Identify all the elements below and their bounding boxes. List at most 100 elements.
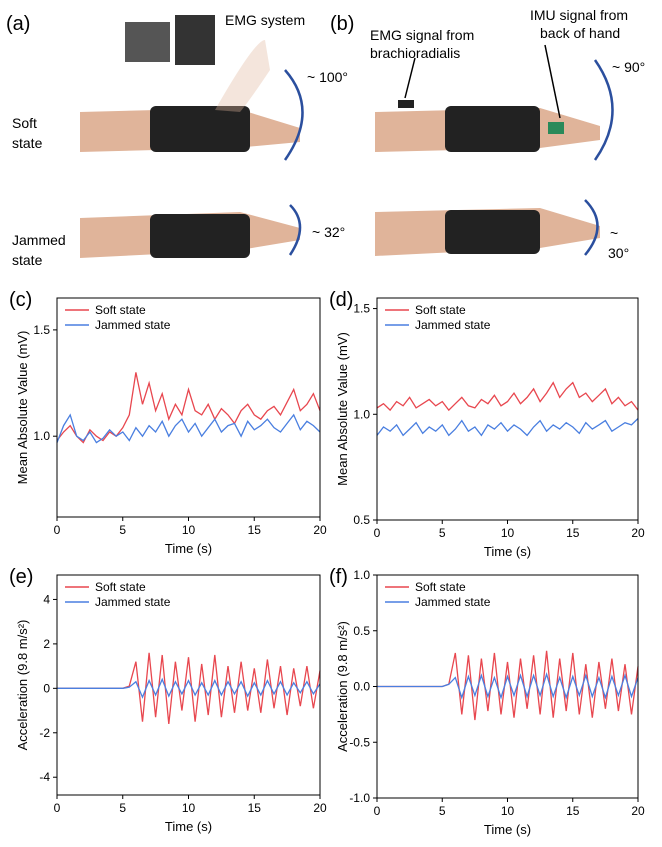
annotation: EMG system — [225, 12, 305, 28]
series-line — [376, 381, 639, 412]
legend-label: Jammed state — [415, 595, 491, 609]
series-line — [376, 418, 639, 437]
annotation: Jammed — [12, 232, 66, 248]
annotation: back of hand — [540, 25, 620, 41]
x-tick-label: 5 — [119, 801, 126, 815]
legend-label: Jammed state — [95, 318, 171, 332]
y-tick-label: 2 — [43, 637, 50, 651]
annotation: ~ — [610, 225, 618, 241]
brace — [445, 210, 540, 254]
x-axis-label: Time (s) — [165, 819, 212, 834]
x-axis-label: Time (s) — [165, 541, 212, 556]
panel-label: (a) — [6, 13, 30, 35]
x-tick-label: 15 — [248, 801, 262, 815]
y-tick-label: 1.0 — [33, 429, 50, 443]
series-line — [56, 413, 321, 444]
arc-arrow — [584, 199, 599, 256]
x-tick-label: 0 — [374, 526, 381, 540]
legend-label: Soft state — [415, 580, 466, 594]
y-tick-label: -1.0 — [349, 791, 370, 805]
series-line — [377, 671, 639, 700]
annotation: state — [12, 135, 43, 151]
x-tick-label: 15 — [248, 523, 262, 537]
x-tick-label: 10 — [501, 804, 515, 818]
x-axis-label: Time (s) — [484, 544, 531, 559]
y-tick-label: 1.0 — [353, 407, 370, 421]
y-tick-label: 0 — [43, 681, 50, 695]
brace — [150, 106, 250, 152]
y-axis-label: Mean Absolute Value (mV) — [335, 332, 350, 486]
y-tick-label: -0.5 — [349, 735, 370, 749]
panel-label: (d) — [329, 289, 353, 311]
panel-label: (e) — [9, 566, 33, 588]
pointer — [544, 44, 561, 119]
annotation: state — [12, 252, 43, 268]
annotation: Soft — [12, 115, 37, 131]
chart: 0 5 10 15 20 -4 -2 0 2 4 Time (s) Acceleration (9.8… — [9, 566, 327, 834]
y-tick-label: 0.5 — [353, 513, 370, 527]
panel-label: (f) — [329, 566, 348, 588]
x-tick-label: 20 — [313, 523, 327, 537]
annotation: brachioradialis — [370, 45, 460, 61]
brace — [150, 214, 250, 258]
x-tick-label: 5 — [439, 804, 446, 818]
series-line — [57, 677, 321, 699]
chart: 0 5 10 15 20 0.5 1.0 1.5 Time (s) Mean Absolute V… — [329, 289, 645, 559]
x-tick-label: 15 — [566, 804, 580, 818]
x-tick-label: 15 — [566, 526, 580, 540]
x-tick-label: 5 — [119, 523, 126, 537]
arc-arrow — [288, 204, 302, 256]
chart: 0 5 10 15 20 -1.0 -0.5 0.0 0.5 1.0 Time (s) Acceler… — [329, 566, 645, 837]
x-tick-label: 0 — [374, 804, 381, 818]
y-tick-label: 0.0 — [353, 680, 370, 694]
y-tick-label: -4 — [39, 770, 50, 784]
chart: 0 5 10 15 20 1.0 1.5 Time (s) Mean Absolute Valu… — [9, 289, 327, 556]
pointer — [404, 57, 416, 99]
x-tick-label: 20 — [631, 526, 645, 540]
y-tick-label: 1.5 — [33, 323, 50, 337]
photo-b: (b) EMG signal from brachioradialis IMU … — [330, 7, 645, 261]
x-tick-label: 5 — [439, 526, 446, 540]
x-tick-label: 10 — [501, 526, 515, 540]
x-tick-label: 0 — [54, 523, 61, 537]
y-tick-label: 0.5 — [353, 624, 370, 638]
legend-label: Soft state — [95, 303, 146, 317]
imu-sensor — [548, 122, 564, 134]
y-tick-label: 4 — [43, 592, 50, 606]
y-axis-label: Acceleration (9.8 m/s²) — [15, 620, 30, 751]
emg-case — [175, 15, 215, 65]
legend-label: Jammed state — [415, 318, 491, 332]
y-tick-label: 1.0 — [353, 568, 370, 582]
x-tick-label: 10 — [182, 801, 196, 815]
legend-label: Jammed state — [95, 595, 171, 609]
annotation: ~ 90° — [612, 59, 645, 75]
y-tick-label: -2 — [39, 726, 50, 740]
brace — [445, 106, 540, 152]
annotation: EMG signal from — [370, 27, 474, 43]
annotation: 30° — [608, 245, 629, 261]
photo-a: (a) EMG system Soft state ~ 100° Jammed … — [6, 12, 348, 268]
legend-label: Soft state — [95, 580, 146, 594]
arc-arrow — [283, 69, 304, 161]
x-tick-label: 20 — [313, 801, 327, 815]
x-tick-label: 0 — [54, 801, 61, 815]
y-axis-label: Mean Absolute Value (mV) — [15, 331, 30, 485]
laptop — [125, 22, 170, 62]
y-axis-label: Acceleration (9.8 m/s²) — [335, 621, 350, 752]
x-tick-label: 10 — [182, 523, 196, 537]
panel-label: (c) — [9, 289, 32, 311]
annotation: ~ 32° — [312, 224, 345, 240]
x-tick-label: 20 — [631, 804, 645, 818]
annotation: IMU signal from — [530, 7, 628, 23]
annotation: ~ 100° — [307, 69, 348, 85]
y-tick-label: 1.5 — [353, 302, 370, 316]
arc-arrow — [593, 59, 614, 161]
series-line — [377, 650, 639, 721]
hand-ghost — [215, 40, 270, 112]
emg-sensor — [398, 100, 414, 108]
legend-label: Soft state — [415, 303, 466, 317]
panel-label: (b) — [330, 13, 354, 35]
x-axis-label: Time (s) — [484, 822, 531, 837]
